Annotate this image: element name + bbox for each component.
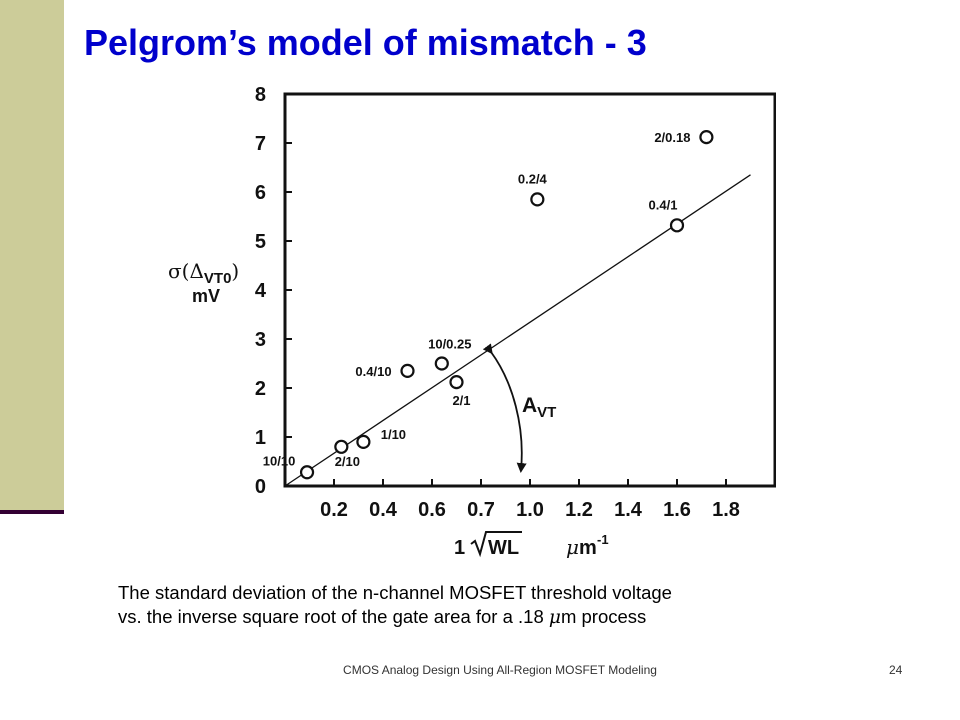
x-tick-label: 1.2 xyxy=(565,499,593,521)
caption-mu-symbol: μ xyxy=(548,607,561,628)
slide-caption: The standard deviation of the n-channel … xyxy=(118,581,878,630)
slide-title: Pelgrom’s model of mismatch - 3 xyxy=(84,22,647,63)
caption-line-2-start: vs. the inverse square root of the gate … xyxy=(118,606,549,627)
chart-background xyxy=(168,82,776,562)
y-tick-label: 2 xyxy=(255,378,266,400)
y-tick-label: 5 xyxy=(255,231,266,253)
data-point-label: 0.4/1 xyxy=(649,197,678,212)
avt-sub: VT xyxy=(537,404,556,421)
x-label-wl: WL xyxy=(488,537,519,559)
x-tick-label: 1.4 xyxy=(614,499,643,521)
avt-main: A xyxy=(522,394,537,417)
svg-text:σ(ΔVT0): σ(ΔVT0) xyxy=(168,259,239,287)
x-tick-label: 0.6 xyxy=(418,499,446,521)
y-tick-label: 6 xyxy=(255,182,266,204)
x-tick-label: 0.7 xyxy=(467,499,495,521)
data-point-label: 2/0.18 xyxy=(654,130,690,145)
x-label-mu: μ xyxy=(566,535,579,559)
x-tick-label: 1.8 xyxy=(712,499,740,521)
data-point-label: 0.2/4 xyxy=(518,171,548,186)
y-axis-label: σ(ΔVT0) mV xyxy=(168,259,239,306)
data-point-label: 0.4/10 xyxy=(355,364,391,379)
data-point xyxy=(530,192,545,207)
y-label-sigma: σ(Δ xyxy=(168,259,204,283)
data-point-label: 10/10 xyxy=(263,453,296,468)
data-point xyxy=(299,465,315,480)
x-tick-label: 1.0 xyxy=(516,499,544,521)
y-tick-label: 3 xyxy=(255,329,266,351)
data-point xyxy=(669,218,685,233)
y-tick-label: 0 xyxy=(255,476,266,498)
avt-arrow xyxy=(482,343,527,473)
sidebar-bar xyxy=(0,0,64,510)
y-tick-label: 7 xyxy=(255,133,266,155)
data-point xyxy=(699,130,714,145)
y-tick-label: 1 xyxy=(255,427,266,449)
data-point-label: 2/1 xyxy=(452,393,470,408)
y-tick-label: 4 xyxy=(255,280,267,302)
data-point-label: 2/10 xyxy=(335,454,360,469)
x-axis-label: 1 WL μ m -1 xyxy=(454,531,609,559)
x-label-exp: -1 xyxy=(597,532,609,547)
y-tick-label: 8 xyxy=(255,84,266,106)
y-label-unit: mV xyxy=(192,286,220,306)
sidebar-underline xyxy=(0,510,64,514)
x-tick-label: 0.2 xyxy=(320,499,348,521)
x-tick-label: 0.4 xyxy=(369,499,398,521)
data-point xyxy=(400,363,415,378)
avt-annotation: AVT xyxy=(522,394,556,421)
caption-line-2-end: m process xyxy=(560,606,647,627)
data-point xyxy=(449,375,464,390)
data-point xyxy=(356,434,371,449)
data-point-label: 10/0.25 xyxy=(428,337,471,352)
x-tick-label: 1.6 xyxy=(663,499,691,521)
y-label-sub: VT0 xyxy=(204,270,232,287)
x-label-sqrt-sign xyxy=(470,531,522,558)
x-label-unit: m xyxy=(579,537,597,559)
y-label-close: ) xyxy=(231,259,239,283)
data-point-label: 1/10 xyxy=(381,427,406,442)
x-label-one: 1 xyxy=(454,537,465,559)
caption-line-1: The standard deviation of the n-channel … xyxy=(118,582,672,603)
slide-footer: CMOS Analog Design Using All-Region MOSF… xyxy=(343,663,657,677)
data-point xyxy=(434,356,449,371)
page-number: 24 xyxy=(889,663,903,677)
caption-line-2: vs. the inverse square root of the gate … xyxy=(118,605,878,630)
data-point xyxy=(334,439,349,454)
